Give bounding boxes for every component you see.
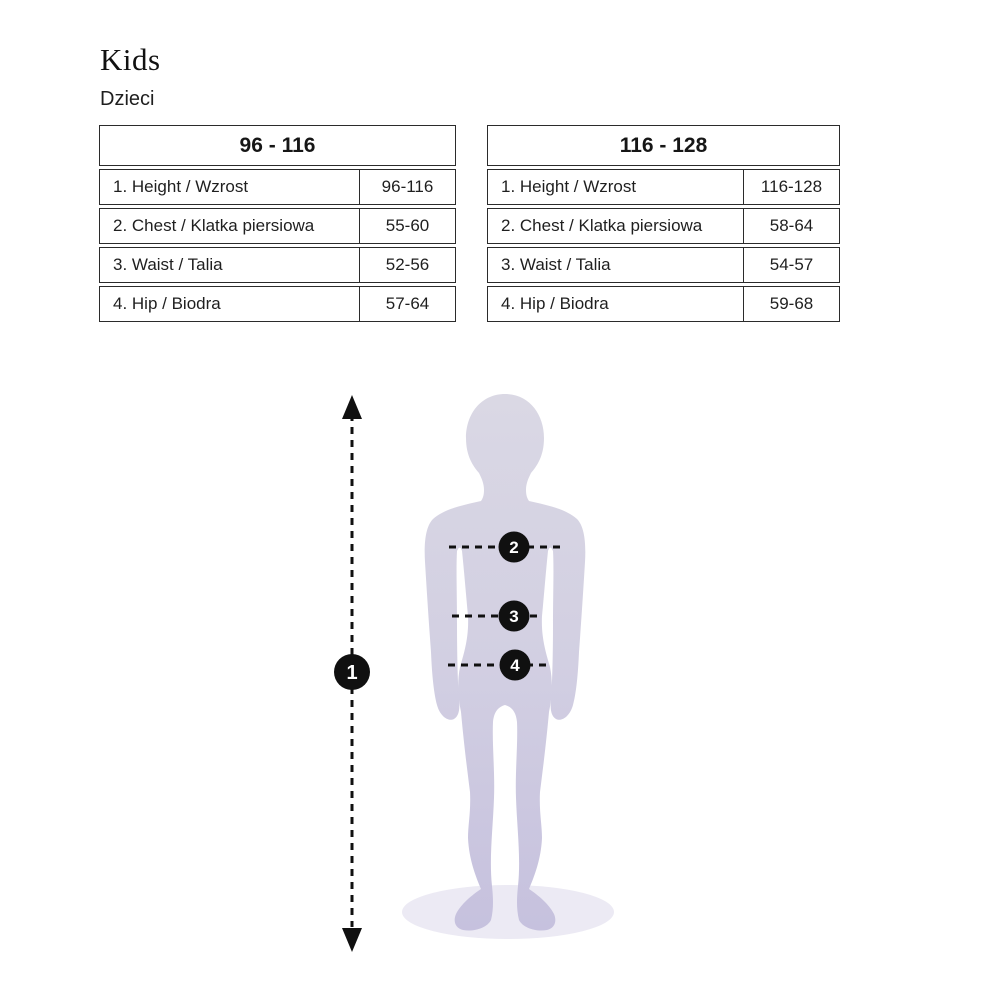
marker-number-4: 4: [510, 656, 520, 675]
size-table-116-128: 116 - 128 1. Height / Wzrost 116-128 2. …: [487, 125, 840, 322]
marker-circle-2: [498, 531, 530, 563]
row-value: 55-60: [359, 209, 455, 243]
page-title: Kids: [100, 42, 161, 77]
table-row: 2. Chest / Klatka piersiowa 58-64: [487, 208, 840, 244]
row-value: 96-116: [359, 170, 455, 204]
row-label: 4. Hip / Biodra: [501, 294, 609, 313]
page-subtitle: Dzieci: [100, 88, 155, 110]
size-table-header: 116 - 128: [487, 125, 840, 166]
marker-circle-3: [498, 600, 530, 632]
table-row: 4. Hip / Biodra 59-68: [487, 286, 840, 322]
height-measure-line: 1: [334, 395, 370, 952]
row-label: 2. Chest / Klatka piersiowa: [501, 216, 703, 235]
size-table-96-116: 96 - 116 1. Height / Wzrost 96-116 2. Ch…: [99, 125, 456, 322]
arrow-up-icon: [342, 395, 362, 419]
marker-circle-1: [334, 654, 370, 690]
table-row: 2. Chest / Klatka piersiowa 55-60: [99, 208, 456, 244]
table-row: 3. Waist / Talia 54-57: [487, 247, 840, 283]
table-row: 1. Height / Wzrost 116-128: [487, 169, 840, 205]
row-label: 3. Waist / Talia: [113, 255, 223, 274]
marker-number-1: 1: [346, 662, 357, 684]
size-range-label: 96 - 116: [239, 133, 316, 157]
table-row: 1. Height / Wzrost 96-116: [99, 169, 456, 205]
row-label: 2. Chest / Klatka piersiowa: [113, 216, 315, 235]
row-label: 3. Waist / Talia: [501, 255, 611, 274]
row-value: 116-128: [743, 170, 839, 204]
row-value: 58-64: [743, 209, 839, 243]
row-value: 52-56: [359, 248, 455, 282]
row-value: 54-57: [743, 248, 839, 282]
row-value: 59-68: [743, 287, 839, 321]
row-value: 57-64: [359, 287, 455, 321]
marker-number-3: 3: [509, 607, 518, 626]
table-row: 3. Waist / Talia 52-56: [99, 247, 456, 283]
chest-measure-line: 2: [449, 531, 564, 563]
waist-measure-line: 3: [452, 600, 541, 632]
table-row: 4. Hip / Biodra 57-64: [99, 286, 456, 322]
marker-number-2: 2: [509, 538, 518, 557]
marker-circle-4: [499, 649, 531, 681]
arrow-down-icon: [342, 928, 362, 952]
row-label: 1. Height / Wzrost: [501, 177, 637, 196]
size-range-label: 116 - 128: [619, 133, 708, 157]
hip-measure-line: 4: [448, 649, 551, 681]
size-table-header: 96 - 116: [99, 125, 456, 166]
row-label: 1. Height / Wzrost: [113, 177, 249, 196]
floor-shadow: [402, 885, 614, 939]
row-label: 4. Hip / Biodra: [113, 294, 221, 313]
